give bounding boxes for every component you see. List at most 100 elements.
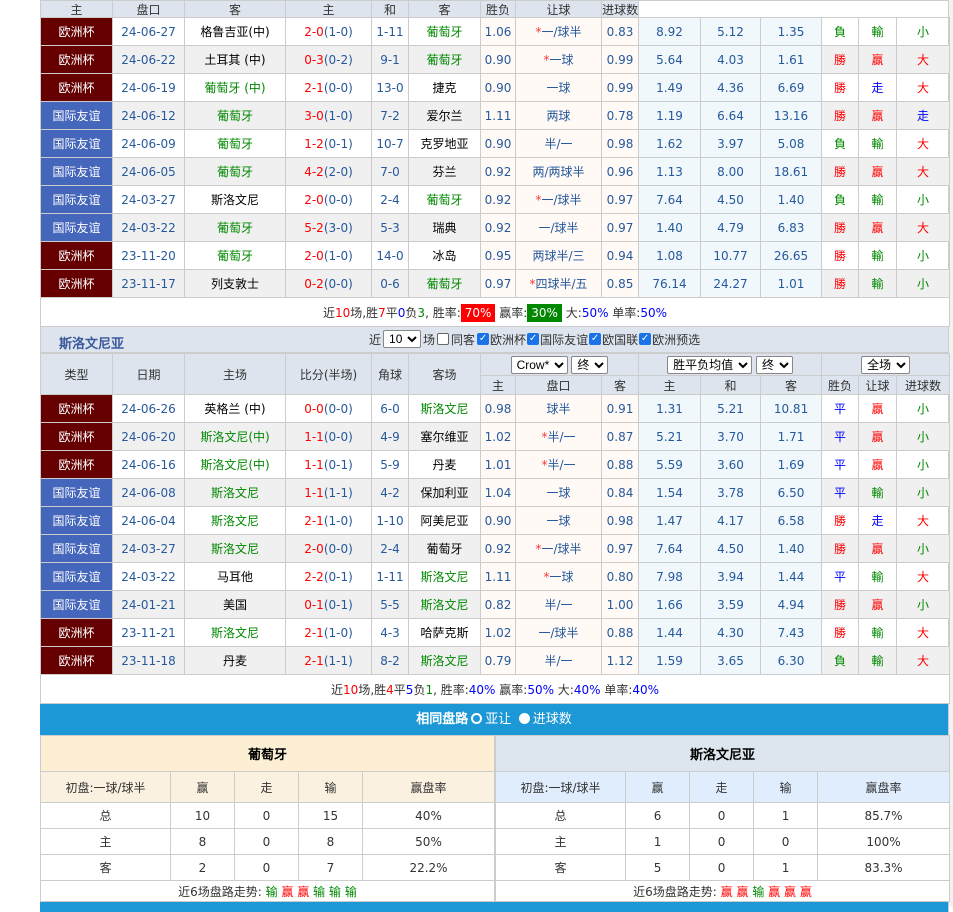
score[interactable]: 5-2(3-0)	[285, 213, 372, 242]
away-team[interactable]: 阿美尼亚	[408, 506, 481, 535]
match-type[interactable]: 国际友谊	[40, 590, 113, 619]
away-team[interactable]: 冰岛	[408, 241, 481, 270]
away-team[interactable]: 塞尔维亚	[408, 422, 481, 451]
away-team[interactable]: 葡萄牙	[408, 17, 481, 46]
home-team[interactable]: 葡萄牙	[184, 101, 286, 130]
score[interactable]: 1-1(0-0)	[285, 422, 372, 451]
score[interactable]: 4-2(2-0)	[285, 157, 372, 186]
score[interactable]: 0-2(0-0)	[285, 269, 372, 298]
match-type[interactable]: 欧洲杯	[40, 73, 113, 102]
away-team[interactable]: 葡萄牙	[408, 185, 481, 214]
score[interactable]: 0-1(0-1)	[285, 590, 372, 619]
away-team[interactable]: 保加利亚	[408, 478, 481, 507]
score[interactable]: 2-2(0-1)	[285, 562, 372, 591]
home-team[interactable]: 斯洛文尼(中)	[184, 422, 286, 451]
score[interactable]: 2-1(1-0)	[285, 618, 372, 647]
away-team[interactable]: 捷克	[408, 73, 481, 102]
scope-select[interactable]: 全场	[861, 355, 911, 374]
away-team[interactable]: 斯洛文尼	[408, 646, 481, 675]
final-select-2[interactable]: 终	[755, 355, 793, 374]
away-team[interactable]: 斯洛文尼	[408, 394, 481, 423]
match-type[interactable]: 国际友谊	[40, 129, 113, 158]
away-team[interactable]: 瑞典	[408, 213, 481, 242]
score[interactable]: 2-0(1-0)	[285, 241, 372, 270]
home-team[interactable]: 葡萄牙	[184, 213, 286, 242]
score[interactable]: 2-1(1-1)	[285, 646, 372, 675]
away-team[interactable]: 斯洛文尼	[408, 590, 481, 619]
match-count-select[interactable]: 10	[383, 330, 422, 348]
match-type[interactable]: 国际友谊	[40, 534, 113, 563]
score[interactable]: 2-1(0-0)	[285, 73, 372, 102]
home-team[interactable]: 美国	[184, 590, 286, 619]
score[interactable]: 2-0(0-0)	[285, 185, 372, 214]
radio-handicap[interactable]	[471, 713, 483, 724]
home-team[interactable]: 斯洛文尼	[184, 478, 286, 507]
score[interactable]: 1-2(0-1)	[285, 129, 372, 158]
match-type[interactable]: 欧洲杯	[40, 269, 113, 298]
match-type[interactable]: 国际友谊	[40, 157, 113, 186]
match-type[interactable]: 国际友谊	[40, 506, 113, 535]
away-team[interactable]: 丹麦	[408, 450, 481, 479]
match-type[interactable]: 欧洲杯	[40, 450, 113, 479]
away-team[interactable]: 葡萄牙	[408, 45, 481, 74]
home-team[interactable]: 斯洛文尼	[184, 506, 286, 535]
match-type[interactable]: 国际友谊	[40, 562, 113, 591]
away-team[interactable]: 芬兰	[408, 157, 481, 186]
home-team[interactable]: 格鲁吉亚(中)	[184, 17, 286, 46]
filter-checkbox[interactable]: ✓	[639, 333, 652, 345]
home-team[interactable]: 葡萄牙	[184, 129, 286, 158]
handicap-cell: 85.7%	[817, 802, 951, 829]
home-team[interactable]: 丹麦	[184, 646, 286, 675]
score[interactable]: 2-0(0-0)	[285, 534, 372, 563]
home-team[interactable]: 土耳其 (中)	[184, 45, 286, 74]
match-type[interactable]: 国际友谊	[40, 185, 113, 214]
home-team[interactable]: 斯洛文尼	[184, 534, 286, 563]
handicap-cell: 6	[625, 802, 691, 829]
match-type[interactable]: 国际友谊	[40, 101, 113, 130]
match-type[interactable]: 欧洲杯	[40, 394, 113, 423]
away-team[interactable]: 爱尔兰	[408, 101, 481, 130]
filter-checkbox[interactable]: ✓	[477, 333, 490, 345]
full-score: 2-1	[304, 625, 324, 640]
away-team[interactable]: 斯洛文尼	[408, 562, 481, 591]
score[interactable]: 3-0(1-0)	[285, 101, 372, 130]
home-team[interactable]: 马耳他	[184, 562, 286, 591]
filter-checkbox[interactable]: ✓	[527, 333, 540, 345]
home-team[interactable]: 英格兰 (中)	[184, 394, 286, 423]
score[interactable]: 0-0(0-0)	[285, 394, 372, 423]
match-type[interactable]: 国际友谊	[40, 478, 113, 507]
score[interactable]: 0-3(0-2)	[285, 45, 372, 74]
summary-d: 5	[405, 682, 414, 697]
home-team[interactable]: 列支敦士	[184, 269, 286, 298]
final-select-1[interactable]: 终	[571, 355, 609, 374]
score[interactable]: 2-1(1-0)	[285, 506, 372, 535]
match-type[interactable]: 欧洲杯	[40, 45, 113, 74]
home-team[interactable]: 葡萄牙	[184, 241, 286, 270]
home-team[interactable]: 葡萄牙	[184, 157, 286, 186]
home-team[interactable]: 葡萄牙 (中)	[184, 73, 286, 102]
away-team[interactable]: 葡萄牙	[408, 269, 481, 298]
home-team[interactable]: 斯洛文尼	[184, 618, 286, 647]
match-type[interactable]: 欧洲杯	[40, 618, 113, 647]
home-team[interactable]: 斯洛文尼(中)	[184, 450, 286, 479]
score[interactable]: 2-0(1-0)	[285, 17, 372, 46]
eu-home: 7.64	[638, 185, 701, 214]
match-type[interactable]: 欧洲杯	[40, 17, 113, 46]
away-team[interactable]: 哈萨克斯	[408, 618, 481, 647]
away-team[interactable]: 克罗地亚	[408, 129, 481, 158]
score[interactable]: 1-1(1-1)	[285, 478, 372, 507]
home-team[interactable]: 斯洛文尼	[184, 185, 286, 214]
company-select[interactable]: Crow*	[510, 355, 568, 374]
match-type[interactable]: 欧洲杯	[40, 241, 113, 270]
filter-checkbox[interactable]: ✓	[589, 333, 602, 345]
half-score: (1-0)	[323, 248, 353, 263]
avg-select[interactable]: 胜平负均值	[667, 355, 753, 374]
away-team[interactable]: 葡萄牙	[408, 534, 481, 563]
match-type[interactable]: 国际友谊	[40, 213, 113, 242]
score[interactable]: 1-1(0-1)	[285, 450, 372, 479]
same-away-checkbox[interactable]	[437, 333, 450, 345]
match-type[interactable]: 欧洲杯	[40, 422, 113, 451]
radio-goals[interactable]	[518, 713, 530, 724]
summary-p1: 近	[331, 682, 344, 697]
match-type[interactable]: 欧洲杯	[40, 646, 113, 675]
